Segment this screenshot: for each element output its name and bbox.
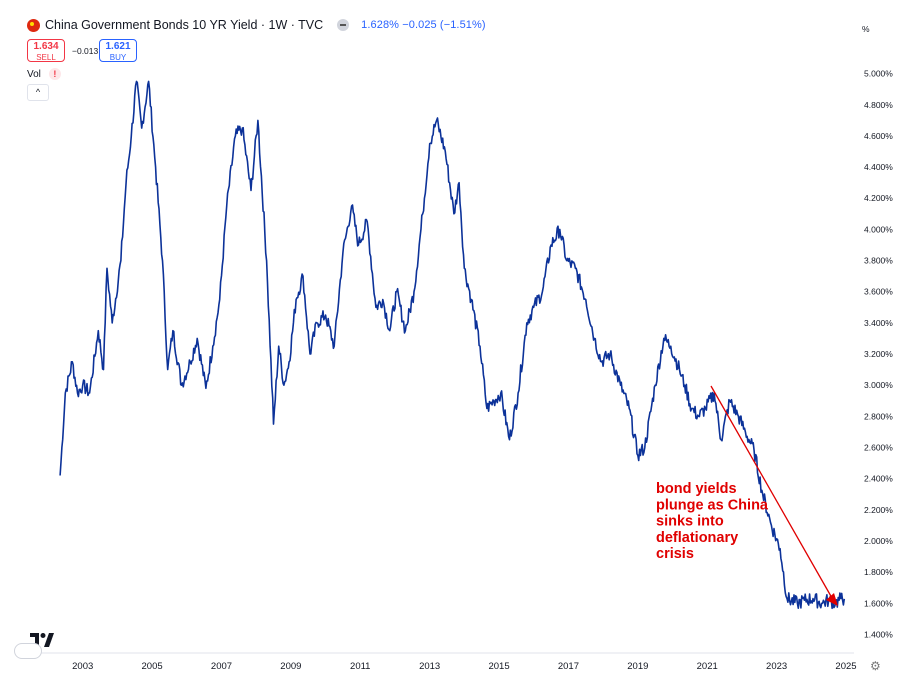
sell-label: SELL [36, 53, 56, 62]
annotation-text-line: crisis [656, 546, 694, 562]
sell-button[interactable]: 1.634 SELL [27, 39, 65, 62]
chart-scale-icon[interactable] [14, 643, 42, 659]
y-tick-label: 1.400% [864, 629, 893, 639]
x-tick-label: 2011 [350, 661, 370, 672]
buy-button[interactable]: 1.621 BUY [99, 39, 137, 62]
series-layer [59, 80, 846, 610]
y-axis-unit-label: % [862, 24, 870, 34]
china-flag-icon [27, 18, 40, 32]
x-tick-label: 2009 [280, 661, 301, 672]
y-axis[interactable]: % 1.400% 1.600% 1.800% 2.000% 2.200% 2.400% 2.6… [862, 24, 893, 639]
settings-icon[interactable]: ⚙ [870, 659, 881, 673]
annotation-arrow-head [826, 593, 838, 606]
x-tick-label: 2025 [835, 661, 856, 672]
y-tick-label: 2.400% [864, 474, 893, 484]
annotation-text-line: sinks into [656, 514, 724, 530]
y-tick-label: 3.000% [864, 380, 893, 390]
annotation-text-line: deflationary [656, 530, 738, 546]
y-tick-label: 3.600% [864, 287, 893, 297]
x-tick-label: 2021 [697, 661, 718, 672]
x-tick-label: 2013 [419, 661, 440, 672]
y-tick-label: 5.000% [864, 69, 893, 79]
buy-price: 1.621 [105, 41, 131, 52]
last-quote: 1.628% −0.025 (−1.51%) [361, 19, 486, 31]
y-tick-label: 4.000% [864, 224, 893, 234]
x-tick-label: 2005 [142, 661, 163, 672]
chart-header: China Government Bonds 10 YR Yield · 1W … [27, 18, 486, 32]
x-tick-label: 2023 [766, 661, 787, 672]
yield-line[interactable] [59, 80, 846, 610]
quote-toggle-icon[interactable] [337, 19, 350, 31]
y-tick-label: 2.000% [864, 536, 893, 546]
x-axis[interactable]: 2003 2005 2007 2009 2011 2013 2015 2017 2019 2021… [72, 661, 856, 672]
annotation-text-line: plunge as China [656, 497, 769, 513]
x-tick-label: 2007 [211, 661, 232, 672]
volume-legend[interactable]: Vol ! [27, 68, 61, 80]
y-tick-label: 4.800% [864, 100, 893, 110]
collapse-icon[interactable]: ^ [27, 84, 49, 101]
vol-label: Vol [27, 68, 41, 80]
quote-change: −0.025 (−1.51%) [402, 19, 486, 31]
annotation-arrow [710, 385, 833, 599]
x-tick-label: 2015 [488, 661, 509, 672]
x-tick-label: 2017 [558, 661, 579, 672]
y-tick-label: 1.600% [864, 598, 893, 608]
x-tick-label: 2019 [627, 661, 648, 672]
y-tick-label: 2.600% [864, 442, 893, 452]
y-tick-label: 3.400% [864, 318, 893, 328]
warning-icon[interactable]: ! [48, 68, 61, 80]
y-tick-label: 3.200% [864, 349, 893, 359]
quote-value: 1.628% [361, 19, 400, 31]
y-tick-label: 4.600% [864, 131, 893, 141]
y-tick-label: 3.800% [864, 256, 893, 266]
y-tick-label: 4.200% [864, 193, 893, 203]
y-tick-label: 4.400% [864, 162, 893, 172]
annotation-text-line: bond yields [656, 481, 737, 497]
buy-label: BUY [109, 53, 127, 62]
chart-title: China Government Bonds 10 YR Yield · 1W … [45, 18, 324, 32]
sell-price: 1.634 [33, 41, 59, 52]
y-tick-label: 2.800% [864, 411, 893, 421]
y-tick-label: 2.200% [864, 505, 893, 515]
spread-value: −0.013 [72, 46, 99, 56]
x-tick-label: 2003 [72, 661, 93, 672]
y-tick-label: 1.800% [864, 567, 893, 577]
